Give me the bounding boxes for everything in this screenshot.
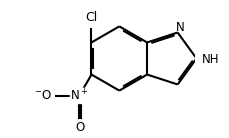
Text: N: N (175, 21, 183, 34)
Text: Cl: Cl (85, 11, 97, 24)
Text: NH: NH (202, 53, 219, 66)
Text: O: O (75, 121, 84, 134)
Text: $\mathregular{N^+}$: $\mathregular{N^+}$ (70, 88, 88, 104)
Text: $\mathregular{^{-}O}$: $\mathregular{^{-}O}$ (34, 89, 52, 102)
